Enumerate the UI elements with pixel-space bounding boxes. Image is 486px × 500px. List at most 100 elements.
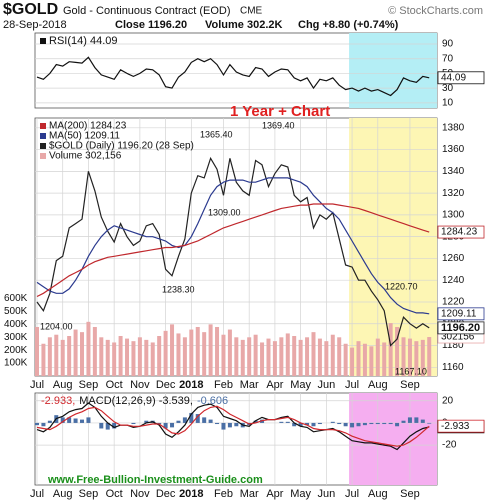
bar (234, 337, 239, 376)
x-tick-label: Jun (317, 379, 335, 391)
bar (163, 330, 168, 376)
x-tick-label: Sep (400, 488, 420, 500)
exchange: CME (240, 6, 263, 17)
x-tick-label: Mar (240, 379, 259, 391)
bar (47, 337, 52, 376)
y-tick-label: 1260 (442, 253, 465, 264)
legend-swatch (40, 153, 46, 159)
bar (305, 422, 310, 426)
bar (253, 420, 258, 423)
bar (118, 336, 123, 376)
legend-swatch (40, 133, 46, 139)
bar (189, 329, 194, 376)
bar (375, 422, 380, 425)
bar (157, 336, 162, 376)
bar (131, 341, 136, 376)
series-line (36, 203, 430, 298)
last-value-label: 44.09 (441, 72, 466, 83)
bar (60, 417, 65, 423)
bar (401, 420, 406, 423)
bar (388, 422, 393, 425)
x-tick-label: 2018 (179, 379, 203, 391)
bar (407, 338, 412, 376)
bar (266, 338, 271, 376)
bar (227, 329, 232, 376)
bar (176, 333, 181, 376)
bar (240, 339, 245, 376)
x-tick-label: 2018 (179, 488, 203, 500)
x-tick-label: Mar (240, 488, 259, 500)
annotation: 1369.40 (262, 120, 295, 130)
bar (298, 422, 303, 427)
bar (420, 339, 425, 376)
annotation: 1204.00 (40, 321, 73, 331)
x-tick-label: Aug (53, 379, 73, 391)
annotation: 1309.00 (208, 207, 241, 217)
bar (54, 334, 59, 376)
last-value-label: 302156 (441, 332, 475, 343)
instrument-name: Gold - Continuous Contract (EOD) (63, 5, 231, 17)
bar (35, 422, 39, 426)
legend-entry: MA(200) 1284.23 (49, 121, 127, 132)
symbol: $GOLD (3, 1, 58, 18)
bar (343, 422, 348, 427)
last-value-box (437, 71, 485, 85)
y-tick-label: 1360 (442, 144, 465, 155)
y-tick-label: 90 (442, 39, 454, 50)
bar (382, 422, 387, 425)
y2-tick-label: 400K (4, 319, 28, 330)
x-tick-label: May (290, 488, 311, 500)
bar (427, 337, 432, 376)
bar (150, 342, 155, 376)
bar (144, 420, 149, 423)
y-tick-label: 1220 (442, 297, 465, 308)
y2-tick-label: 200K (4, 345, 28, 356)
bar (73, 418, 78, 423)
legend-entry: MACD(12,26,9) -3.539, (79, 395, 193, 407)
bar (67, 336, 72, 376)
bar (324, 341, 329, 376)
bar (375, 338, 380, 376)
bar (285, 333, 290, 376)
bar (427, 422, 432, 424)
bar (369, 346, 374, 376)
bar (99, 422, 104, 429)
bar (395, 422, 400, 427)
bar (330, 334, 335, 376)
x-tick-label: Jul (345, 379, 359, 391)
legend-entry: -0.606 (197, 395, 228, 407)
bar (182, 417, 187, 423)
x-tick-label: Aug (53, 488, 73, 500)
last-value-label: -2.933 (441, 421, 470, 432)
bar (227, 422, 232, 428)
x-tick-label: Aug (368, 488, 388, 500)
bar (337, 337, 342, 376)
x-tick-label: Jul (345, 488, 359, 500)
legend-swatch (40, 143, 46, 149)
close: Close 1196.20 (115, 19, 187, 31)
y-tick-label: 20 (442, 395, 454, 406)
bar (163, 422, 168, 429)
x-tick-label: Nov (130, 488, 150, 500)
bar (80, 419, 85, 423)
y2-tick-label: 100K (4, 358, 28, 369)
bar (350, 347, 355, 376)
bar (86, 321, 91, 376)
bar (182, 337, 187, 376)
bar (317, 338, 322, 376)
bar (356, 422, 361, 427)
bar (202, 417, 207, 423)
y-tick-label: 1320 (442, 188, 465, 199)
y-tick-label: 10 (442, 97, 454, 108)
x-tick-label: Jul (30, 379, 44, 391)
x-tick-label: May (290, 379, 311, 391)
last-value-label: 1209.11 (441, 308, 477, 319)
bar (131, 422, 136, 425)
bar (73, 329, 78, 376)
x-tick-label: Oct (106, 488, 123, 500)
legend: -2.933, MACD(12,26,9) -3.539, -0.606 (41, 395, 228, 407)
series-group (36, 56, 430, 97)
highlight-region (349, 393, 437, 485)
annotation: 1365.40 (200, 129, 233, 139)
bar (125, 338, 130, 376)
